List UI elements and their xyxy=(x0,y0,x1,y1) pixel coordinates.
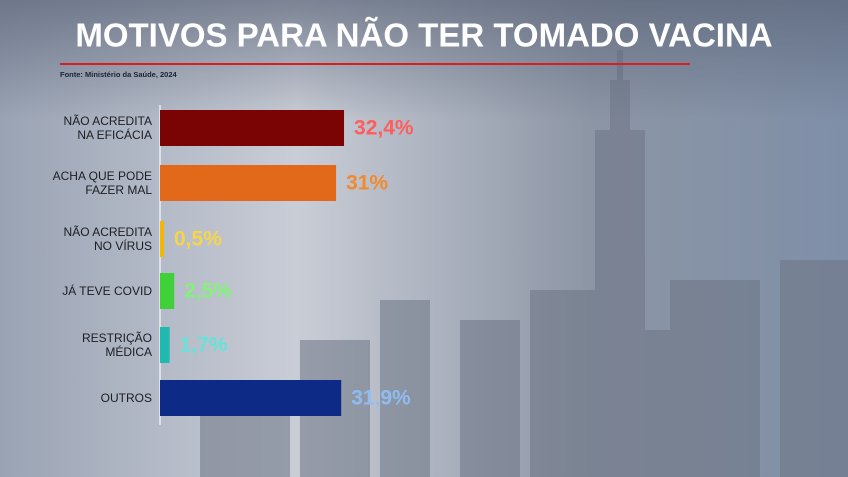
bar xyxy=(160,380,342,416)
value-label: 0,5% xyxy=(174,228,222,251)
source: Fonte: Ministério da Saúde, 2024 xyxy=(60,70,178,79)
category-label: OUTROS xyxy=(100,391,152,405)
bar xyxy=(160,327,170,363)
value-label: 2,5% xyxy=(184,280,232,303)
category-label: ACHA QUE PODE FAZER MAL xyxy=(52,169,152,197)
bar xyxy=(160,110,345,146)
value-label: 31,9% xyxy=(351,387,411,410)
category-label: JÁ TEVE COVID xyxy=(62,284,152,298)
top-shade xyxy=(0,0,848,120)
value-label: 32,4% xyxy=(354,117,414,140)
category-label: NÃO ACREDITA NO VÍRUS xyxy=(63,225,152,253)
value-label: 1,7% xyxy=(180,334,228,357)
value-label: 31% xyxy=(346,172,388,195)
chart-title: MOTIVOS PARA NÃO TER TOMADO VACINA xyxy=(75,17,772,54)
bar xyxy=(160,221,164,257)
bar xyxy=(160,165,337,201)
skyline xyxy=(200,50,848,477)
category-label: RESTRIÇÃO MÉDICA xyxy=(81,331,152,359)
category-label: NÃO ACREDITA NA EFICÁCIA xyxy=(63,114,152,142)
bar xyxy=(160,273,175,309)
